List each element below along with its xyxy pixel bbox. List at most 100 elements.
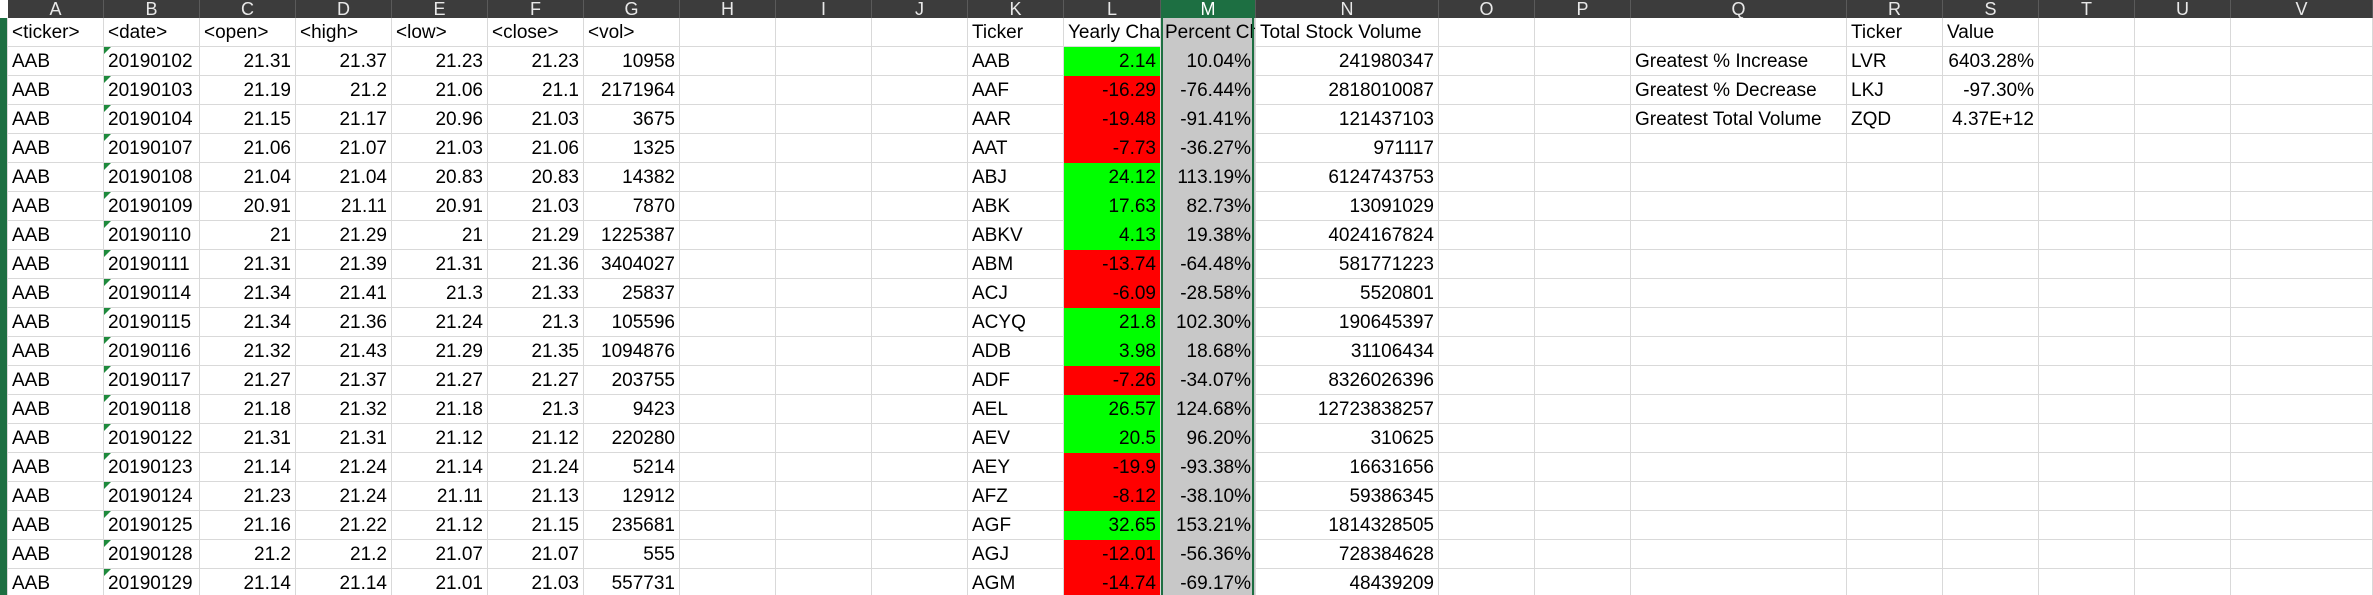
summary-ticker-cell[interactable]: AEL (972, 399, 1008, 420)
yearly-change-cell[interactable]: -7.26 (1064, 366, 1160, 395)
raw-data-cell[interactable]: 3404027 (601, 254, 675, 275)
summary-ticker-cell[interactable]: AGM (972, 573, 1016, 594)
raw-data-cell[interactable]: 20190125 (104, 511, 199, 540)
raw-data-cell[interactable]: AAB (12, 138, 51, 159)
column-header-q[interactable]: Q (1631, 0, 1847, 18)
raw-data-cell[interactable]: AAB (12, 167, 51, 188)
total-volume-cell[interactable]: 241980347 (1338, 51, 1434, 72)
percent-change-cell[interactable]: -69.17% (1161, 569, 1255, 595)
raw-data-cell[interactable]: AAB (12, 51, 51, 72)
raw-data-cell[interactable]: AAB (12, 457, 51, 478)
total-volume-cell[interactable]: 121437103 (1338, 109, 1434, 130)
raw-data-cell[interactable]: 21.41 (339, 283, 387, 304)
raw-data-cell[interactable]: 21.14 (243, 573, 291, 594)
total-volume-cell[interactable]: 12723838257 (1317, 399, 1434, 420)
raw-data-cell[interactable]: 21.31 (243, 254, 291, 275)
raw-data-cell[interactable]: 21.23 (531, 51, 579, 72)
raw-header-cell[interactable]: <open> (204, 22, 269, 43)
greatest-header-cell[interactable]: Ticker (1851, 22, 1903, 43)
raw-data-cell[interactable]: 21.27 (531, 370, 579, 391)
percent-change-cell[interactable]: -93.38% (1161, 453, 1255, 482)
column-header-a[interactable]: A (8, 0, 104, 18)
total-volume-cell[interactable]: 971117 (1373, 138, 1434, 159)
raw-data-cell[interactable]: 21.34 (243, 312, 291, 333)
yearly-change-cell[interactable]: 4.13 (1064, 221, 1160, 250)
total-volume-cell[interactable]: 581771223 (1338, 254, 1434, 275)
raw-data-cell[interactable]: 21 (269, 225, 291, 246)
raw-data-cell[interactable]: 21.29 (531, 225, 579, 246)
raw-data-cell[interactable]: AAB (12, 341, 51, 362)
yearly-change-cell[interactable]: 20.5 (1064, 424, 1160, 453)
raw-data-cell[interactable]: AAB (12, 399, 51, 420)
column-header-b[interactable]: B (104, 0, 200, 18)
raw-data-cell[interactable]: 220280 (611, 428, 675, 449)
raw-data-cell[interactable]: 21.31 (243, 428, 291, 449)
greatest-label-cell[interactable]: Greatest % Decrease (1635, 80, 1817, 101)
percent-change-cell[interactable]: 10.04% (1161, 47, 1255, 76)
percent-change-cell[interactable]: -56.36% (1161, 540, 1255, 569)
raw-header-cell[interactable]: <vol> (588, 22, 635, 43)
summary-ticker-cell[interactable]: AEV (972, 428, 1011, 449)
raw-data-cell[interactable]: 20190103 (104, 76, 199, 105)
percent-change-cell[interactable]: 153.21% (1161, 511, 1255, 540)
raw-data-cell[interactable]: 21.24 (339, 486, 387, 507)
raw-data-cell[interactable]: 21.34 (243, 283, 291, 304)
yearly-change-cell[interactable]: 26.57 (1064, 395, 1160, 424)
raw-data-cell[interactable]: 1094876 (601, 341, 675, 362)
raw-data-cell[interactable]: 21 (461, 225, 483, 246)
raw-data-cell[interactable]: 21.3 (446, 283, 483, 304)
raw-data-cell[interactable]: 21.06 (243, 138, 291, 159)
raw-data-cell[interactable]: 21.39 (339, 254, 387, 275)
raw-data-cell[interactable]: 21.01 (435, 573, 483, 594)
raw-data-cell[interactable]: 21.32 (243, 341, 291, 362)
raw-data-cell[interactable]: AAB (12, 312, 51, 333)
raw-data-cell[interactable]: AAB (12, 80, 51, 101)
raw-data-cell[interactable]: AAB (12, 428, 51, 449)
raw-data-cell[interactable]: 5214 (632, 457, 675, 478)
raw-data-cell[interactable]: 21.43 (339, 341, 387, 362)
raw-data-cell[interactable]: 21.35 (531, 341, 579, 362)
raw-data-cell[interactable]: 21.06 (435, 80, 483, 101)
raw-data-cell[interactable]: 21.14 (339, 573, 387, 594)
raw-data-cell[interactable]: 21.04 (243, 167, 291, 188)
raw-data-cell[interactable]: 21.22 (339, 515, 387, 536)
percent-change-cell[interactable]: 18.68% (1161, 337, 1255, 366)
yearly-change-cell[interactable]: 32.65 (1064, 511, 1160, 540)
summary-ticker-cell[interactable]: ABM (972, 254, 1014, 275)
total-volume-cell[interactable]: 31106434 (1350, 341, 1434, 362)
column-header-f[interactable]: F (488, 0, 584, 18)
raw-data-cell[interactable]: 10958 (622, 51, 675, 72)
raw-data-cell[interactable]: 20.91 (243, 196, 291, 217)
percent-change-cell[interactable]: -64.48% (1161, 250, 1255, 279)
raw-data-cell[interactable]: 235681 (611, 515, 675, 536)
yearly-change-cell[interactable]: 17.63 (1064, 192, 1160, 221)
total-volume-cell[interactable]: 13091029 (1349, 196, 1434, 217)
percent-change-cell[interactable]: -28.58% (1161, 279, 1255, 308)
greatest-value-cell[interactable]: 6403.28% (1948, 51, 2034, 72)
greatest-header-cell[interactable]: Value (1947, 22, 1995, 43)
raw-data-cell[interactable]: 21.15 (243, 109, 291, 130)
raw-data-cell[interactable]: 557731 (611, 573, 675, 594)
total-volume-cell[interactable]: 310625 (1370, 428, 1434, 449)
summary-header-cell[interactable]: Yearly Cha (1068, 22, 1160, 43)
column-header-o[interactable]: O (1439, 0, 1535, 18)
raw-data-cell[interactable]: 20190109 (104, 192, 199, 221)
percent-change-cell[interactable]: -76.44% (1161, 76, 1255, 105)
raw-data-cell[interactable]: 21.23 (435, 51, 483, 72)
raw-data-cell[interactable]: 21.3 (542, 399, 579, 420)
summary-ticker-cell[interactable]: AGF (972, 515, 1012, 536)
raw-data-cell[interactable]: 3675 (632, 109, 675, 130)
summary-ticker-cell[interactable]: AAR (972, 109, 1012, 130)
percent-change-cell[interactable]: -38.10% (1161, 482, 1255, 511)
percent-change-cell[interactable]: -91.41% (1161, 105, 1255, 134)
raw-data-cell[interactable]: 1225387 (601, 225, 675, 246)
raw-data-cell[interactable]: 21.29 (435, 341, 483, 362)
yearly-change-cell[interactable]: -13.74 (1064, 250, 1160, 279)
raw-data-cell[interactable]: AAB (12, 109, 51, 130)
column-header-n[interactable]: N (1256, 0, 1439, 18)
total-volume-cell[interactable]: 2818010087 (1328, 80, 1434, 101)
raw-data-cell[interactable]: 21.24 (531, 457, 579, 478)
column-header-c[interactable]: C (200, 0, 296, 18)
greatest-ticker-cell[interactable]: LKJ (1851, 80, 1884, 101)
summary-ticker-cell[interactable]: ADF (972, 370, 1010, 391)
